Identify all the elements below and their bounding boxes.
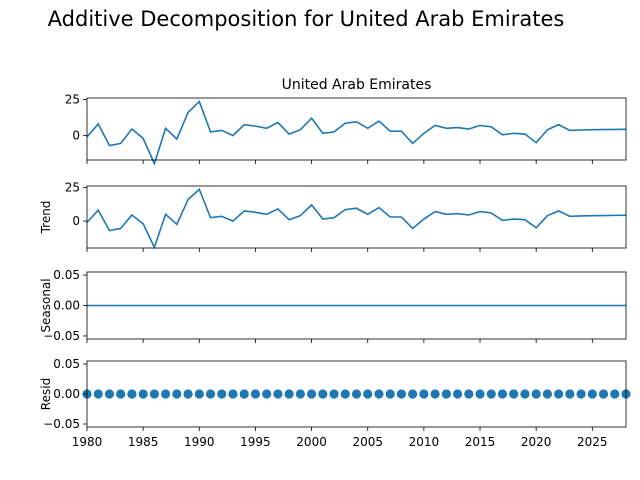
resid-point	[183, 389, 193, 399]
resid-point	[587, 389, 597, 399]
xtick-label: 2010	[409, 435, 440, 449]
panel-observed: 0 25 United Arab Emirates	[65, 77, 627, 166]
xtick-label: 1990	[184, 435, 215, 449]
observed-axes-frame	[86, 97, 627, 161]
xtick-label: 2000	[296, 435, 327, 449]
xtick-label: 2020	[521, 435, 552, 449]
resid-point	[497, 389, 508, 399]
xtick-label: 1980	[72, 435, 103, 449]
panels: 0 25 United Arab Emirates 0 25 Trend −0.05 0.00…	[39, 77, 631, 449]
resid-point	[396, 389, 407, 399]
resid-point	[205, 389, 216, 399]
resid-point	[104, 389, 115, 399]
resid-point	[93, 389, 103, 399]
resid-ytick-label: −0.05	[43, 417, 80, 431]
xtick-label: 1995	[240, 435, 271, 449]
resid-point	[138, 389, 148, 399]
trend-ytick-label: 0	[72, 214, 80, 228]
resid-point	[475, 389, 485, 399]
trend-ylabel: Trend	[39, 201, 53, 235]
resid-point	[565, 389, 575, 399]
resid-point	[554, 389, 564, 399]
resid-point	[419, 389, 429, 399]
trend-line	[86, 188, 627, 250]
resid-point	[217, 389, 227, 399]
resid-point	[452, 389, 463, 399]
figure-suptitle: Additive Decomposition for United Arab E…	[48, 7, 565, 31]
resid-point	[228, 389, 238, 399]
resid-point	[486, 389, 496, 399]
seasonal-ylabel: Seasonal	[39, 278, 53, 332]
resid-point	[509, 389, 519, 399]
resid-point	[262, 389, 272, 399]
resid-point	[161, 389, 171, 399]
resid-point	[351, 389, 362, 399]
resid-point	[250, 389, 261, 399]
resid-point	[306, 389, 317, 399]
xtick-label: 2025	[577, 435, 608, 449]
resid-point	[329, 389, 339, 399]
resid-point	[172, 389, 182, 399]
resid-point	[542, 389, 553, 399]
resid-point	[408, 389, 418, 399]
resid-ytick-label: 0.05	[53, 357, 80, 371]
resid-point	[441, 389, 451, 399]
resid-point	[295, 389, 305, 399]
resid-point	[374, 389, 384, 399]
xtick-label: 2005	[352, 435, 383, 449]
resid-point	[127, 389, 137, 399]
seasonal-ytick-label: 0.00	[53, 299, 80, 313]
xtick-label: 2015	[465, 435, 496, 449]
resid-point	[318, 389, 328, 399]
panel-title: United Arab Emirates	[282, 77, 432, 93]
panel-resid: −0.05 0.00 0.05 1980 1985 1990 1995 2000 2005 201…	[39, 357, 631, 449]
resid-point	[531, 389, 541, 399]
observed-ytick-label: 25	[65, 92, 80, 106]
resid-ytick-label: 0.00	[53, 387, 80, 401]
xtick-label: 1985	[128, 435, 159, 449]
resid-point	[149, 389, 159, 399]
observed-line	[86, 100, 627, 166]
resid-point	[430, 389, 440, 399]
resid-point	[340, 389, 350, 399]
observed-ytick-label: 0	[72, 128, 80, 142]
resid-point	[116, 389, 126, 399]
resid-point	[284, 389, 294, 399]
resid-point	[273, 389, 283, 399]
resid-point	[385, 389, 395, 399]
resid-point	[576, 389, 586, 399]
resid-ylabel: Resid	[39, 378, 53, 410]
resid-point	[239, 389, 249, 399]
resid-point	[194, 389, 204, 399]
trend-ytick-label: 25	[65, 180, 80, 194]
trend-axes-frame	[86, 185, 627, 249]
seasonal-ytick-label: 0.05	[53, 268, 80, 282]
resid-point	[464, 389, 474, 399]
resid-point	[598, 389, 609, 399]
resid-point	[610, 389, 620, 399]
panel-trend: 0 25 Trend	[39, 180, 627, 252]
resid-point	[520, 389, 530, 399]
seasonal-ytick-label: −0.05	[43, 329, 80, 343]
resid-point	[363, 389, 373, 399]
